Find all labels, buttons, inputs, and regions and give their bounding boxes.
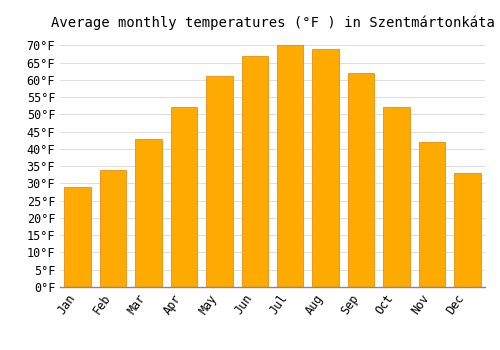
Bar (348, 73, 374, 287)
Bar (206, 76, 233, 287)
Bar (277, 46, 303, 287)
Bar (312, 49, 339, 287)
Bar (100, 170, 126, 287)
Bar (170, 107, 197, 287)
Bar (383, 107, 409, 287)
Bar (136, 139, 162, 287)
Bar (454, 173, 480, 287)
Bar (64, 187, 91, 287)
Bar (242, 56, 268, 287)
Bar (418, 142, 445, 287)
Title: Average monthly temperatures (°F ) in Szentmártonkáta: Average monthly temperatures (°F ) in Sz… (50, 15, 494, 30)
